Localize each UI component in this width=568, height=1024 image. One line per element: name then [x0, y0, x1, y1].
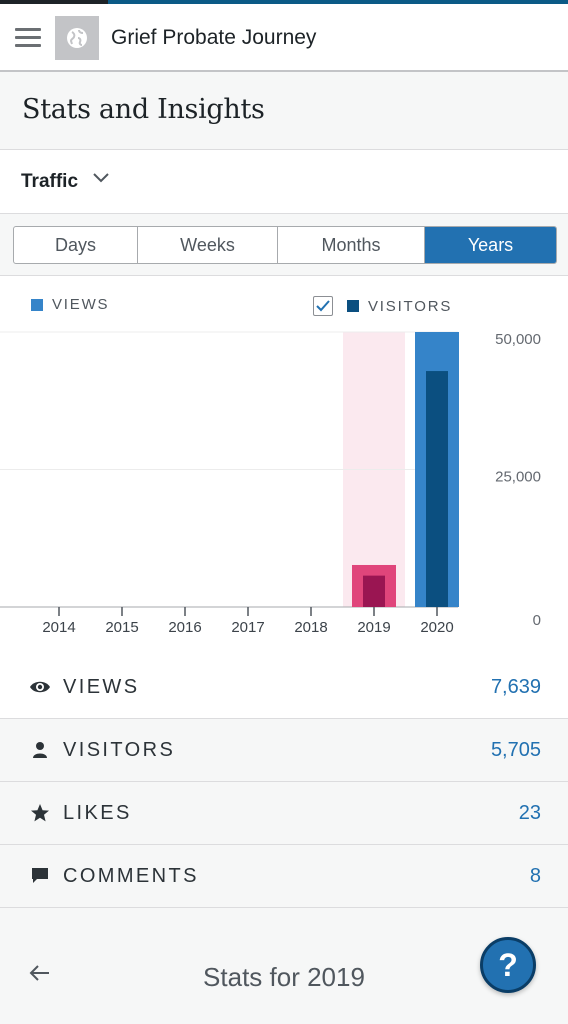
person-icon [29, 739, 51, 761]
y-tick-label: 0 [533, 612, 541, 629]
stat-row-visitors[interactable]: VISITORS 5,705 [0, 719, 568, 782]
tab-years[interactable]: Years [425, 227, 556, 263]
visitors-bar-2020[interactable] [426, 371, 448, 607]
stat-label: LIKES [63, 802, 132, 824]
traffic-chart: 50,000 25,000 0 2014 2015 2016 2017 2018 2019 202… [0, 331, 541, 636]
legend-visitors[interactable]: VISITORS [313, 296, 452, 316]
x-tick-label: 2020 [420, 619, 453, 636]
site-title: Grief Probate Journey [111, 26, 317, 49]
x-tick-label: 2019 [357, 619, 390, 636]
legend-views[interactable]: VIEWS [31, 296, 109, 313]
x-tick-label: 2018 [294, 619, 327, 636]
stat-label: VISITORS [63, 739, 176, 761]
chevron-down-icon[interactable] [92, 172, 110, 184]
footer-period-title: Stats for 2019 [203, 962, 365, 992]
legend-visitors-label: VISITORS [368, 297, 453, 315]
tab-days[interactable]: Days [14, 227, 138, 263]
eye-icon [29, 676, 51, 698]
period-tabs: Days Weeks Months Years [13, 226, 557, 264]
help-button[interactable]: ? [480, 937, 536, 993]
visitors-swatch [347, 300, 359, 312]
page-title: Stats and Insights [22, 94, 265, 125]
x-tick-label: 2014 [42, 619, 75, 636]
site-globe-icon[interactable] [55, 16, 99, 60]
hamburger-menu-icon[interactable] [15, 28, 41, 48]
stat-value: 7,639 [490, 676, 541, 698]
chart-card: VIEWS VISITORS 50,000 25,000 0 2014 2015 2016… [0, 276, 568, 656]
back-arrow-icon[interactable] [29, 964, 51, 982]
tab-weeks[interactable]: Weeks [138, 227, 278, 263]
visitors-checkbox[interactable] [313, 296, 333, 316]
traffic-label: Traffic [21, 171, 79, 192]
stat-row-comments[interactable]: COMMENTS 8 [0, 845, 568, 908]
stat-value: 23 [518, 802, 541, 824]
visitors-bar-2019[interactable] [363, 575, 385, 607]
star-icon [29, 802, 51, 824]
stat-label: COMMENTS [63, 865, 199, 887]
app-bar: Grief Probate Journey [0, 4, 568, 72]
comment-icon [29, 865, 51, 887]
y-tick-label: 25,000 [495, 469, 541, 486]
x-tick-label: 2017 [231, 619, 264, 636]
stat-value: 8 [529, 865, 541, 887]
views-swatch [31, 298, 43, 311]
traffic-dropdown[interactable]: Traffic [0, 150, 568, 214]
x-tick-label: 2016 [168, 619, 201, 636]
top-accent-bar [0, 0, 568, 4]
y-tick-label: 50,000 [495, 331, 541, 348]
period-footer: Stats for 2019 [0, 912, 568, 1024]
stats-list: VIEWS 7,639 VISITORS 5,705 LIKES 23 COMM… [0, 656, 568, 908]
stat-row-views[interactable]: VIEWS 7,639 [0, 656, 568, 719]
stat-value: 5,705 [490, 739, 541, 761]
tab-months[interactable]: Months [278, 227, 425, 263]
stat-row-likes[interactable]: LIKES 23 [0, 782, 568, 845]
stat-label: VIEWS [63, 676, 140, 698]
legend-views-label: VIEWS [52, 296, 110, 313]
x-tick-label: 2015 [105, 619, 138, 636]
period-tabs-band: Days Weeks Months Years [0, 214, 568, 276]
page-header: Stats and Insights [0, 72, 568, 150]
checkmark-icon [316, 300, 330, 312]
